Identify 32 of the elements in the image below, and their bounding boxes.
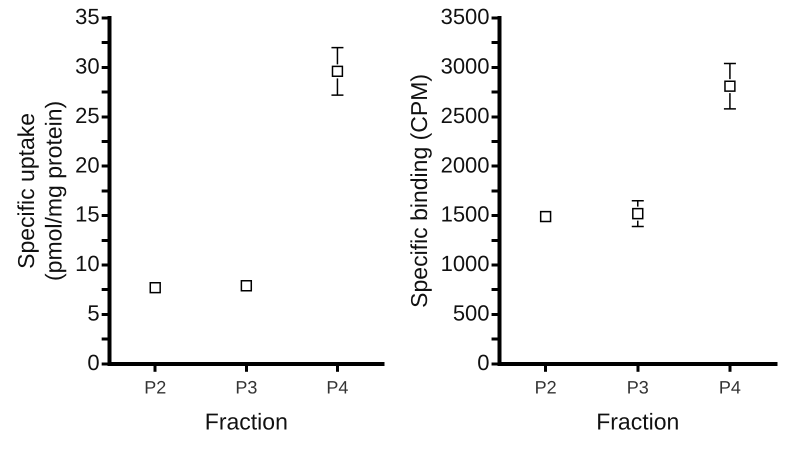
y-tick-label: 500 — [452, 300, 490, 326]
x-tick-label: P3 — [235, 378, 258, 398]
y-tick-label: 30 — [75, 53, 100, 78]
y-tick-label: 3500 — [440, 4, 490, 30]
y-tick-label: 3000 — [440, 53, 490, 78]
y-tick-label: 10 — [75, 251, 100, 276]
y-tick-label: 25 — [75, 102, 100, 128]
point — [540, 210, 552, 222]
point — [632, 208, 644, 220]
y-axis-title: Specific binding (CPM) — [406, 74, 432, 308]
y-tick-label: 2500 — [440, 102, 490, 128]
y-tick-label: 20 — [75, 152, 100, 178]
x-axis-title: Fraction — [596, 408, 680, 435]
x-tick-label: P2 — [534, 378, 557, 398]
y-tick-label: 1000 — [440, 251, 490, 276]
x-tick-label: P2 — [144, 378, 166, 398]
x-tick-label: P3 — [626, 378, 649, 398]
y-tick-label: 5 — [87, 300, 100, 326]
y-tick-label: 2000 — [440, 152, 490, 178]
point — [332, 66, 344, 78]
y-tick-label: 1500 — [440, 202, 490, 227]
y-tick-label: 0 — [87, 350, 100, 375]
x-axis-title: Fraction — [204, 408, 288, 435]
y-tick-label: 0 — [477, 350, 490, 375]
x-tick-label: P4 — [326, 378, 348, 398]
y-tick-label: 35 — [75, 4, 100, 30]
y-tick-label: 15 — [75, 202, 100, 227]
point — [240, 280, 252, 292]
point — [150, 282, 161, 294]
y-axis-title: Specific uptake (pmol/mg protein) — [13, 100, 67, 282]
x-tick-label: P4 — [718, 378, 741, 398]
point — [724, 80, 736, 92]
